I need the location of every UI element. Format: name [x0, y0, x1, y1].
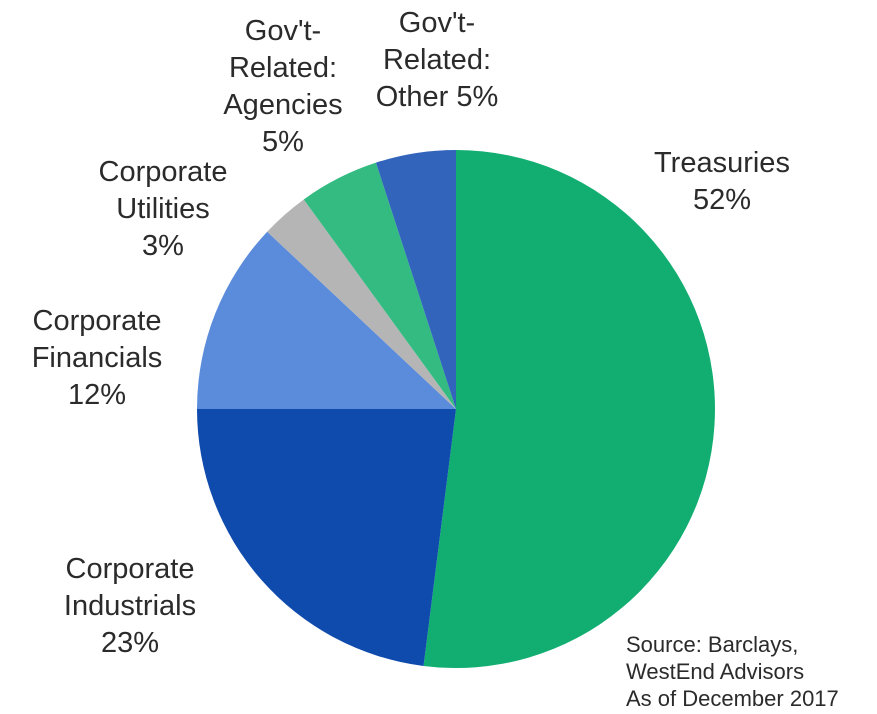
source-line-3: As of December 2017: [626, 686, 839, 711]
slice-label-line: Gov't-: [399, 7, 475, 39]
slice-label-line: 12%: [68, 379, 126, 411]
slice-label-line: Utilities: [116, 193, 209, 225]
slice-label-gov-t-related-agencies: Gov't- Related: Agencies 5%: [223, 15, 342, 158]
slice-label-line: 5%: [262, 126, 304, 158]
slice-label-line: Treasuries: [654, 147, 790, 179]
slice-label-line: Corporate: [33, 305, 162, 337]
pie-slice-corporate-utilities: [267, 199, 456, 409]
pie-slice-corporate-industrials: [197, 409, 456, 666]
pie-slice-corporate-financials: [197, 231, 456, 409]
slice-label-corporate-financials: Corporate Financials 12%: [32, 305, 163, 411]
slice-label-corporate-utilities: Corporate Utilities 3%: [99, 156, 228, 262]
slice-label-line: Industrials: [64, 590, 196, 622]
slice-label-line: Financials: [32, 342, 163, 374]
slice-label-line: Corporate: [66, 553, 195, 585]
slice-label-corporate-industrials: Corporate Industrials 23%: [64, 553, 196, 659]
source-note: Source: Barclays, WestEnd Advisors As of…: [626, 632, 839, 711]
slice-label-treasuries: Treasuries 52%: [654, 147, 790, 216]
pie-slice-treasuries: [423, 150, 715, 668]
slice-labels: Treasuries 52%Corporate Industrials 23%Corp…: [32, 7, 790, 659]
slice-label-line: Agencies: [223, 89, 342, 121]
slice-label-line: 3%: [142, 230, 184, 262]
slice-label-gov-t-related-other: Gov't- Related: Other 5%: [376, 7, 499, 113]
slice-label-line: 23%: [101, 627, 159, 659]
pie-slice-gov-t-related-agencies: [303, 162, 456, 409]
slice-label-line: Gov't-: [245, 15, 321, 47]
slice-label-line: 52%: [693, 184, 751, 216]
slice-label-line: Corporate: [99, 156, 228, 188]
pie-slices: [197, 150, 715, 668]
source-line-2: WestEnd Advisors: [626, 659, 804, 684]
pie-slice-gov-t-related-other: [375, 150, 456, 409]
source-line-1: Source: Barclays,: [626, 632, 798, 657]
slice-label-line: Other 5%: [376, 81, 499, 113]
slice-label-line: Related:: [383, 44, 491, 76]
slice-label-line: Related:: [229, 52, 337, 84]
